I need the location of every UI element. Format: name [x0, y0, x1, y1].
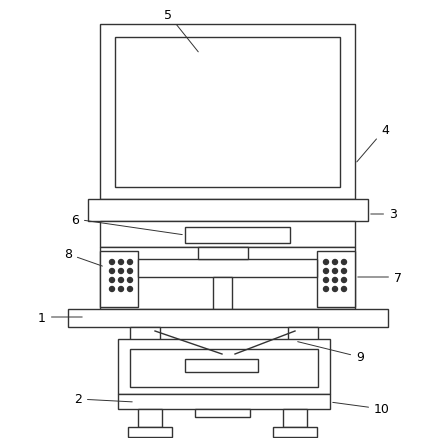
Text: 8: 8: [64, 248, 102, 266]
Bar: [118, 394, 330, 409]
Bar: [100, 222, 355, 247]
Text: 6: 6: [71, 213, 182, 235]
Circle shape: [342, 287, 346, 292]
Bar: [100, 25, 355, 200]
Circle shape: [109, 287, 114, 292]
Circle shape: [323, 260, 329, 265]
Bar: [195, 409, 250, 417]
Circle shape: [118, 278, 124, 283]
Bar: [130, 349, 318, 387]
Circle shape: [118, 269, 124, 274]
Bar: [100, 251, 138, 307]
Circle shape: [342, 260, 346, 265]
Text: 1: 1: [38, 311, 82, 324]
Circle shape: [342, 269, 346, 274]
Circle shape: [128, 260, 132, 265]
Circle shape: [323, 287, 329, 292]
Circle shape: [118, 260, 124, 265]
Circle shape: [128, 278, 132, 283]
Text: 3: 3: [371, 208, 397, 221]
Bar: [138, 259, 317, 277]
Bar: [288, 327, 318, 357]
Bar: [68, 309, 388, 327]
Bar: [185, 359, 258, 372]
Circle shape: [109, 260, 114, 265]
Text: 2: 2: [74, 392, 132, 406]
Bar: [317, 251, 355, 307]
Circle shape: [109, 278, 114, 283]
Bar: [283, 409, 307, 427]
Circle shape: [118, 287, 124, 292]
Circle shape: [333, 278, 338, 283]
Circle shape: [109, 269, 114, 274]
Circle shape: [128, 269, 132, 274]
Circle shape: [323, 269, 329, 274]
Bar: [198, 247, 248, 259]
Text: 5: 5: [164, 8, 198, 53]
Circle shape: [333, 287, 338, 292]
Text: 7: 7: [358, 271, 402, 284]
Bar: [115, 38, 340, 187]
Text: 10: 10: [333, 403, 390, 416]
Text: 4: 4: [357, 123, 389, 162]
Text: 9: 9: [298, 342, 364, 364]
Circle shape: [333, 260, 338, 265]
Bar: [88, 200, 368, 222]
Bar: [273, 427, 317, 437]
Bar: [213, 277, 232, 309]
Circle shape: [342, 278, 346, 283]
Bar: [100, 247, 355, 309]
Circle shape: [323, 278, 329, 283]
Bar: [185, 227, 290, 244]
Bar: [130, 327, 160, 357]
Circle shape: [128, 287, 132, 292]
Bar: [128, 427, 172, 437]
Bar: [138, 409, 162, 427]
Bar: [118, 339, 330, 394]
Circle shape: [333, 269, 338, 274]
